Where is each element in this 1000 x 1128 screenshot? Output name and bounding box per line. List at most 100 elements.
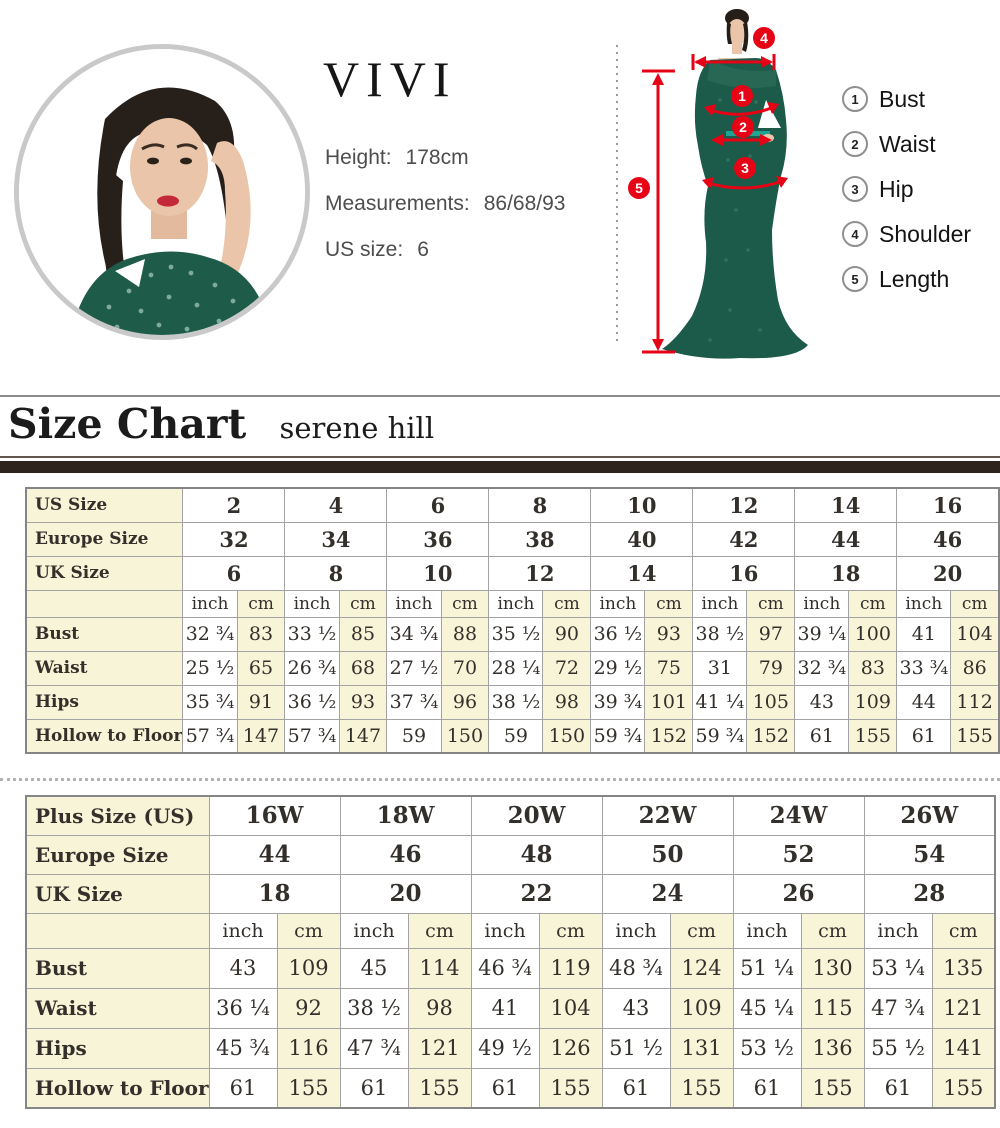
- row-label: US Size: [25, 487, 184, 523]
- dress-illustration: [616, 9, 808, 359]
- value-cell-inch: 45 ¾: [208, 1027, 278, 1069]
- value-cell-inch: 59: [386, 718, 442, 754]
- unit-row: inch cm inch cm inch cm inch cm inch cm inch cm: [25, 912, 996, 949]
- size-cell: 20W: [470, 795, 603, 836]
- unit-cell-inch: inch: [896, 589, 952, 618]
- unit-cell-cm: cm: [276, 912, 341, 949]
- value-cell-inch: 53 ½: [732, 1027, 802, 1069]
- value-cell-cm: 109: [669, 987, 734, 1029]
- value-cell-cm: 91: [236, 684, 286, 720]
- value-cell-inch: 39 ¾: [590, 684, 646, 720]
- value-cell-inch: 25 ½: [182, 650, 238, 686]
- size-cell: 48: [470, 834, 603, 875]
- value-cell-cm: 152: [746, 718, 796, 754]
- value-cell-inch: 43: [794, 684, 850, 720]
- value-cell-inch: 46 ¾: [470, 947, 540, 989]
- stat-us-size-value: 6: [417, 238, 429, 261]
- size-cell: 6: [182, 555, 286, 591]
- row-label: UK Size: [25, 555, 184, 591]
- row-label: [25, 912, 210, 949]
- value-cell-inch: 59: [488, 718, 544, 754]
- value-cell-inch: 57 ¾: [284, 718, 340, 754]
- unit-cell-inch: inch: [208, 912, 278, 949]
- value-cell-cm: 65: [236, 650, 286, 686]
- value-cell-inch: 51 ½: [601, 1027, 671, 1069]
- unit-cell-inch: inch: [590, 589, 646, 618]
- unit-cell-cm: cm: [848, 589, 898, 618]
- value-cell-cm: 155: [538, 1067, 603, 1109]
- row-label: Hips: [25, 684, 184, 720]
- value-cell-cm: 104: [950, 616, 1000, 652]
- size-cell: 12: [692, 487, 796, 523]
- size-cell: 18: [794, 555, 898, 591]
- value-cell-inch: 35 ½: [488, 616, 544, 652]
- unit-cell-cm: cm: [538, 912, 603, 949]
- size-cell: 20: [339, 873, 472, 914]
- value-cell-cm: 155: [669, 1067, 734, 1109]
- row-label: UK Size: [25, 873, 210, 914]
- value-cell-cm: 98: [542, 684, 592, 720]
- value-cell-inch: 45 ¼: [732, 987, 802, 1029]
- row-label: Hollow to Floor: [25, 1067, 210, 1109]
- stat-height-label: Height:: [325, 146, 392, 169]
- table-row: Plus Size (US) 16W 18W 20W 22W 24W 26W: [25, 795, 996, 836]
- row-label: [25, 589, 184, 618]
- value-cell-cm: 70: [440, 650, 490, 686]
- value-cell-inch: 61: [896, 718, 952, 754]
- value-cell-cm: 100: [848, 616, 898, 652]
- legend-item-waist: 2 Waist: [842, 131, 971, 157]
- value-cell-cm: 130: [800, 947, 865, 989]
- size-cell: 18: [208, 873, 341, 914]
- value-cell-inch: 61: [732, 1067, 802, 1109]
- value-cell-inch: 45: [339, 947, 409, 989]
- value-cell-cm: 152: [644, 718, 694, 754]
- value-cell-inch: 36 ½: [590, 616, 646, 652]
- size-cell: 50: [601, 834, 734, 875]
- value-cell-inch: 49 ½: [470, 1027, 540, 1069]
- table-row: Europe Size 32 34 36 38 40 42 44 46: [25, 521, 1000, 557]
- legend-number-icon: 1: [842, 86, 868, 112]
- value-cell-inch: 51 ¼: [732, 947, 802, 989]
- unit-cell-cm: cm: [800, 912, 865, 949]
- value-cell-cm: 147: [236, 718, 286, 754]
- value-cell-inch: 47 ¾: [339, 1027, 409, 1069]
- plus-size-table: Plus Size (US) 16W 18W 20W 22W 24W 26W Europe S…: [25, 795, 997, 1109]
- size-cell: 16: [896, 487, 1000, 523]
- value-cell-inch: 61: [470, 1067, 540, 1109]
- value-cell-cm: 136: [800, 1027, 865, 1069]
- value-cell-inch: 59 ¾: [590, 718, 646, 754]
- value-cell-cm: 98: [407, 987, 472, 1029]
- value-cell-inch: 47 ¾: [863, 987, 933, 1029]
- table-row: Hips 45 ¾ 116 47 ¾ 121 49 ½ 126 51 ½ 131 53 ½ 136 5…: [25, 1027, 996, 1069]
- size-cell: 26W: [863, 795, 996, 836]
- unit-cell-inch: inch: [488, 589, 544, 618]
- size-cell: 32: [182, 521, 286, 557]
- size-cell: 20: [896, 555, 1000, 591]
- unit-row: inch cm inch cm inch cm inch cm inch cm inch cm inch…: [25, 589, 1000, 618]
- size-cell: 28: [863, 873, 996, 914]
- value-cell-inch: 26 ¾: [284, 650, 340, 686]
- legend-label: Bust: [879, 85, 926, 112]
- value-cell-cm: 116: [276, 1027, 341, 1069]
- value-cell-inch: 41: [470, 987, 540, 1029]
- size-cell: 8: [284, 555, 388, 591]
- value-cell-inch: 29 ½: [590, 650, 646, 686]
- unit-cell-inch: inch: [386, 589, 442, 618]
- value-cell-cm: 155: [950, 718, 1000, 754]
- row-label: Waist: [25, 650, 184, 686]
- legend-label: Hip: [879, 175, 914, 202]
- stat-height-value: 178cm: [405, 146, 469, 169]
- legend-label: Shoulder: [879, 220, 972, 247]
- table-row: Hollow to Floor 57 ¾ 147 57 ¾ 147 59 150 59 150 5…: [25, 718, 1000, 754]
- legend-item-length: 5 Length: [842, 266, 971, 292]
- value-cell-cm: 85: [338, 616, 388, 652]
- model-stats: Height: 178cm Measurements: 86/68/93 US si…: [325, 146, 565, 284]
- value-cell-inch: 33 ½: [284, 616, 340, 652]
- unit-cell-inch: inch: [692, 589, 748, 618]
- unit-cell-cm: cm: [746, 589, 796, 618]
- value-cell-cm: 155: [848, 718, 898, 754]
- top-divider: [0, 395, 1000, 397]
- value-cell-cm: 93: [338, 684, 388, 720]
